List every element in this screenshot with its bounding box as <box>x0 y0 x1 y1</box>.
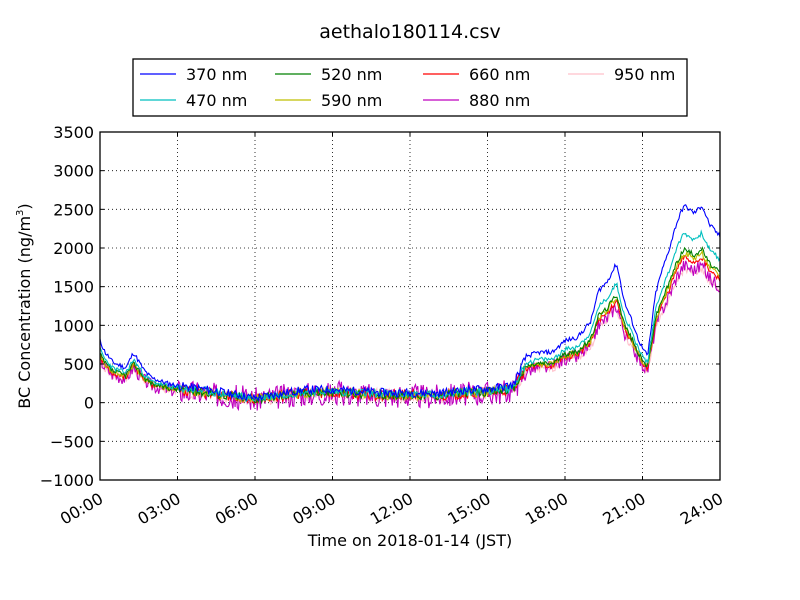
y-tick-label: 0 <box>84 394 94 413</box>
legend-label: 520 nm <box>321 65 382 84</box>
legend-label: 470 nm <box>186 91 247 110</box>
plot-background <box>100 132 720 480</box>
legend-label: 590 nm <box>321 91 382 110</box>
series-line-590-nm <box>99 249 721 404</box>
y-tick-label: 3500 <box>53 123 94 142</box>
x-tick-label: 00:00 <box>57 489 106 529</box>
y-axis-label-superscript: 3 <box>15 210 26 216</box>
x-tick-label: 15:00 <box>444 489 493 529</box>
y-tick-label: 3000 <box>53 162 94 181</box>
x-tick-label: 12:00 <box>367 489 416 529</box>
x-tick-label: 24:00 <box>677 489 726 529</box>
chart-title: aethalo180114.csv <box>319 21 501 43</box>
y-tick-label: 500 <box>63 355 94 374</box>
axis-ticks <box>99 131 721 481</box>
x-tick-label: 03:00 <box>134 489 183 529</box>
legend-label: 660 nm <box>469 65 530 84</box>
legend: 370 nm 470 nm 520 nm 590 nm 660 nm 880 nm 950 … <box>132 58 688 117</box>
y-tick-label: 2500 <box>53 200 94 219</box>
y-tick-label: 1000 <box>53 316 94 335</box>
grid <box>100 132 720 480</box>
y-axis-label-main: BC Concentration (ng/m <box>15 216 34 409</box>
x-axis-label: Time on 2018-01-14 (JST) <box>307 531 512 550</box>
x-tick-labels: 00:00 03:00 06:00 09:00 12:00 15:00 18:00 21:00… <box>57 489 726 529</box>
legend-entries: 370 nm 470 nm 520 nm 590 nm 660 nm 880 nm 950 … <box>140 65 675 110</box>
x-tick-label: 06:00 <box>212 489 261 529</box>
series-line-370-nm <box>99 204 721 402</box>
y-tick-label: −500 <box>50 432 94 451</box>
x-tick-label: 09:00 <box>289 489 338 529</box>
y-tick-label: 1500 <box>53 278 94 297</box>
legend-label: 950 nm <box>614 65 675 84</box>
legend-frame <box>132 58 688 117</box>
legend-label: 880 nm <box>469 91 530 110</box>
x-tick-label: 18:00 <box>522 489 571 529</box>
x-tick-label: 21:00 <box>599 489 648 529</box>
y-tick-label: −1000 <box>40 471 94 490</box>
y-axis-label: BC Concentration (ng/m3) <box>15 203 34 408</box>
legend-label: 370 nm <box>186 65 247 84</box>
series-layer <box>99 204 721 412</box>
y-axis-label-end: ) <box>15 203 34 209</box>
y-tick-labels: −1000 −500 0 500 1000 1500 2000 2500 3000 3500 <box>40 123 94 490</box>
y-tick-label: 2000 <box>53 239 94 258</box>
